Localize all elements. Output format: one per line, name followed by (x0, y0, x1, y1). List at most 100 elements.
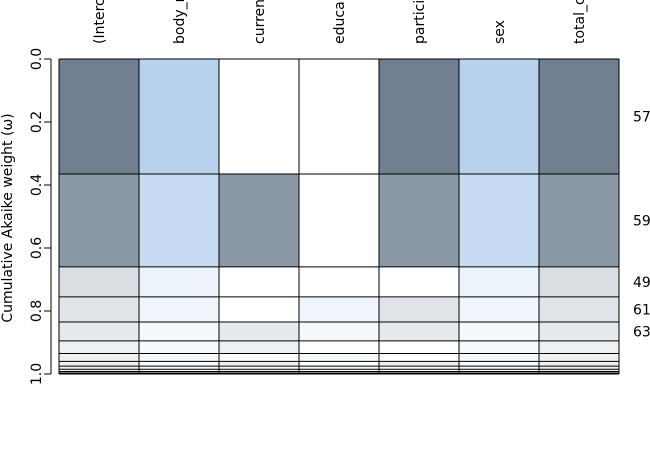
heatmap-cell (59, 366, 139, 370)
heatmap-cell (139, 371, 219, 374)
heatmap-cell (219, 266, 299, 297)
heatmap-cell (539, 366, 619, 370)
heatmap-cell (219, 361, 299, 367)
column-label: sex (492, 20, 508, 44)
row-labels: 57 59 49 61 63 (633, 109, 650, 340)
column-label: (Interc (92, 0, 108, 44)
heatmap-cell (459, 266, 539, 297)
heatmap-cell (219, 340, 299, 354)
y-tick-label: 1.0 (29, 363, 45, 385)
heatmap-cell (299, 59, 379, 174)
heatmap-cell (459, 296, 539, 323)
heatmap-cell (299, 266, 379, 297)
heatmap-cell (379, 366, 459, 370)
heatmap-cell (139, 173, 219, 267)
heatmap-cell (379, 173, 459, 267)
heatmap-cell (59, 340, 139, 354)
heatmap-cell (219, 353, 299, 362)
heatmap-cell (379, 371, 459, 374)
heatmap-cell (459, 340, 539, 354)
heatmap-cell (379, 369, 459, 372)
heatmap-cell (539, 361, 619, 367)
heatmap-cell (379, 361, 459, 367)
heatmap-cell (539, 369, 619, 372)
heatmap-cell (219, 296, 299, 323)
heatmap-cell (459, 361, 539, 367)
heatmap-cell (59, 266, 139, 297)
heatmap-cell (299, 366, 379, 370)
row-label: 57 (633, 109, 650, 125)
heatmap-cell (139, 366, 219, 370)
heatmap-cell (539, 266, 619, 297)
heatmap-cell (139, 353, 219, 362)
heatmap-cell (379, 59, 459, 174)
column-label: curren (252, 0, 268, 44)
row-borders (59, 58, 619, 375)
heatmap-cell (539, 59, 619, 174)
heatmap-cell (539, 296, 619, 323)
heatmap-cell (459, 371, 539, 374)
heatmap-cell (59, 371, 139, 374)
heatmap-cell (459, 322, 539, 341)
y-tick-label: 0.8 (29, 300, 45, 322)
heatmap-cell (539, 173, 619, 267)
y-tick-label: 0.4 (29, 174, 45, 196)
heatmap-cell (139, 361, 219, 367)
heatmap-cell (219, 371, 299, 374)
heatmap-cell (219, 366, 299, 370)
heatmap-cell (59, 361, 139, 367)
row-label: 49 (633, 275, 650, 291)
heatmap-cell (299, 296, 379, 323)
row-label: 59 (633, 213, 650, 229)
column-borders (58, 59, 620, 374)
heatmap-cell (219, 369, 299, 372)
y-tick-label: 0.0 (29, 48, 45, 70)
column-label: partici (412, 0, 428, 44)
heatmap-cell (139, 322, 219, 341)
heatmap-cell (59, 173, 139, 267)
y-tick-label: 0.6 (29, 237, 45, 259)
y-axis-label: Cumulative Akaike weight (ω) (0, 113, 16, 322)
heatmap-cell (299, 173, 379, 267)
heatmap-cell (459, 173, 539, 267)
heatmap-cell (459, 59, 539, 174)
column-label: total_c (572, 0, 588, 44)
heatmap-cell (219, 322, 299, 341)
heatmap-cell (139, 369, 219, 372)
heatmap-cell (379, 340, 459, 354)
heatmap-cell (459, 369, 539, 372)
heatmap-cell (139, 59, 219, 174)
heatmap-cell (59, 369, 139, 372)
heatmap-cell (539, 322, 619, 341)
heatmap-cell (139, 340, 219, 354)
column-label: body_r (172, 0, 188, 44)
heatmap-cell (539, 353, 619, 362)
heatmap-cell (299, 371, 379, 374)
heatmap-cell (59, 322, 139, 341)
heatmap-cell (59, 296, 139, 323)
heatmap-cell (459, 353, 539, 362)
column-labels: (Interc body_r curren educa partici sex total_… (92, 0, 588, 44)
heatmap-cell (459, 366, 539, 370)
heatmap-cell (219, 59, 299, 174)
heatmap-cells (59, 59, 619, 374)
heatmap-cell (299, 361, 379, 367)
heatmap-cell (379, 266, 459, 297)
heatmap-cell (539, 371, 619, 374)
heatmap-cell (139, 296, 219, 323)
heatmap-cell (379, 296, 459, 323)
heatmap-cell (219, 173, 299, 267)
heatmap-cell (379, 322, 459, 341)
heatmap-cell (299, 353, 379, 362)
heatmap-cell (299, 340, 379, 354)
y-tick-label: 0.2 (29, 111, 45, 133)
heatmap-cell (59, 353, 139, 362)
row-label: 63 (633, 324, 650, 340)
heatmap-cell (139, 266, 219, 297)
row-label: 61 (633, 302, 650, 318)
heatmap-cell (59, 59, 139, 174)
heatmap-cell (299, 369, 379, 372)
heatmap-cell (379, 353, 459, 362)
y-axis: 0.0 0.2 0.4 0.6 0.8 1.0 (29, 48, 52, 385)
